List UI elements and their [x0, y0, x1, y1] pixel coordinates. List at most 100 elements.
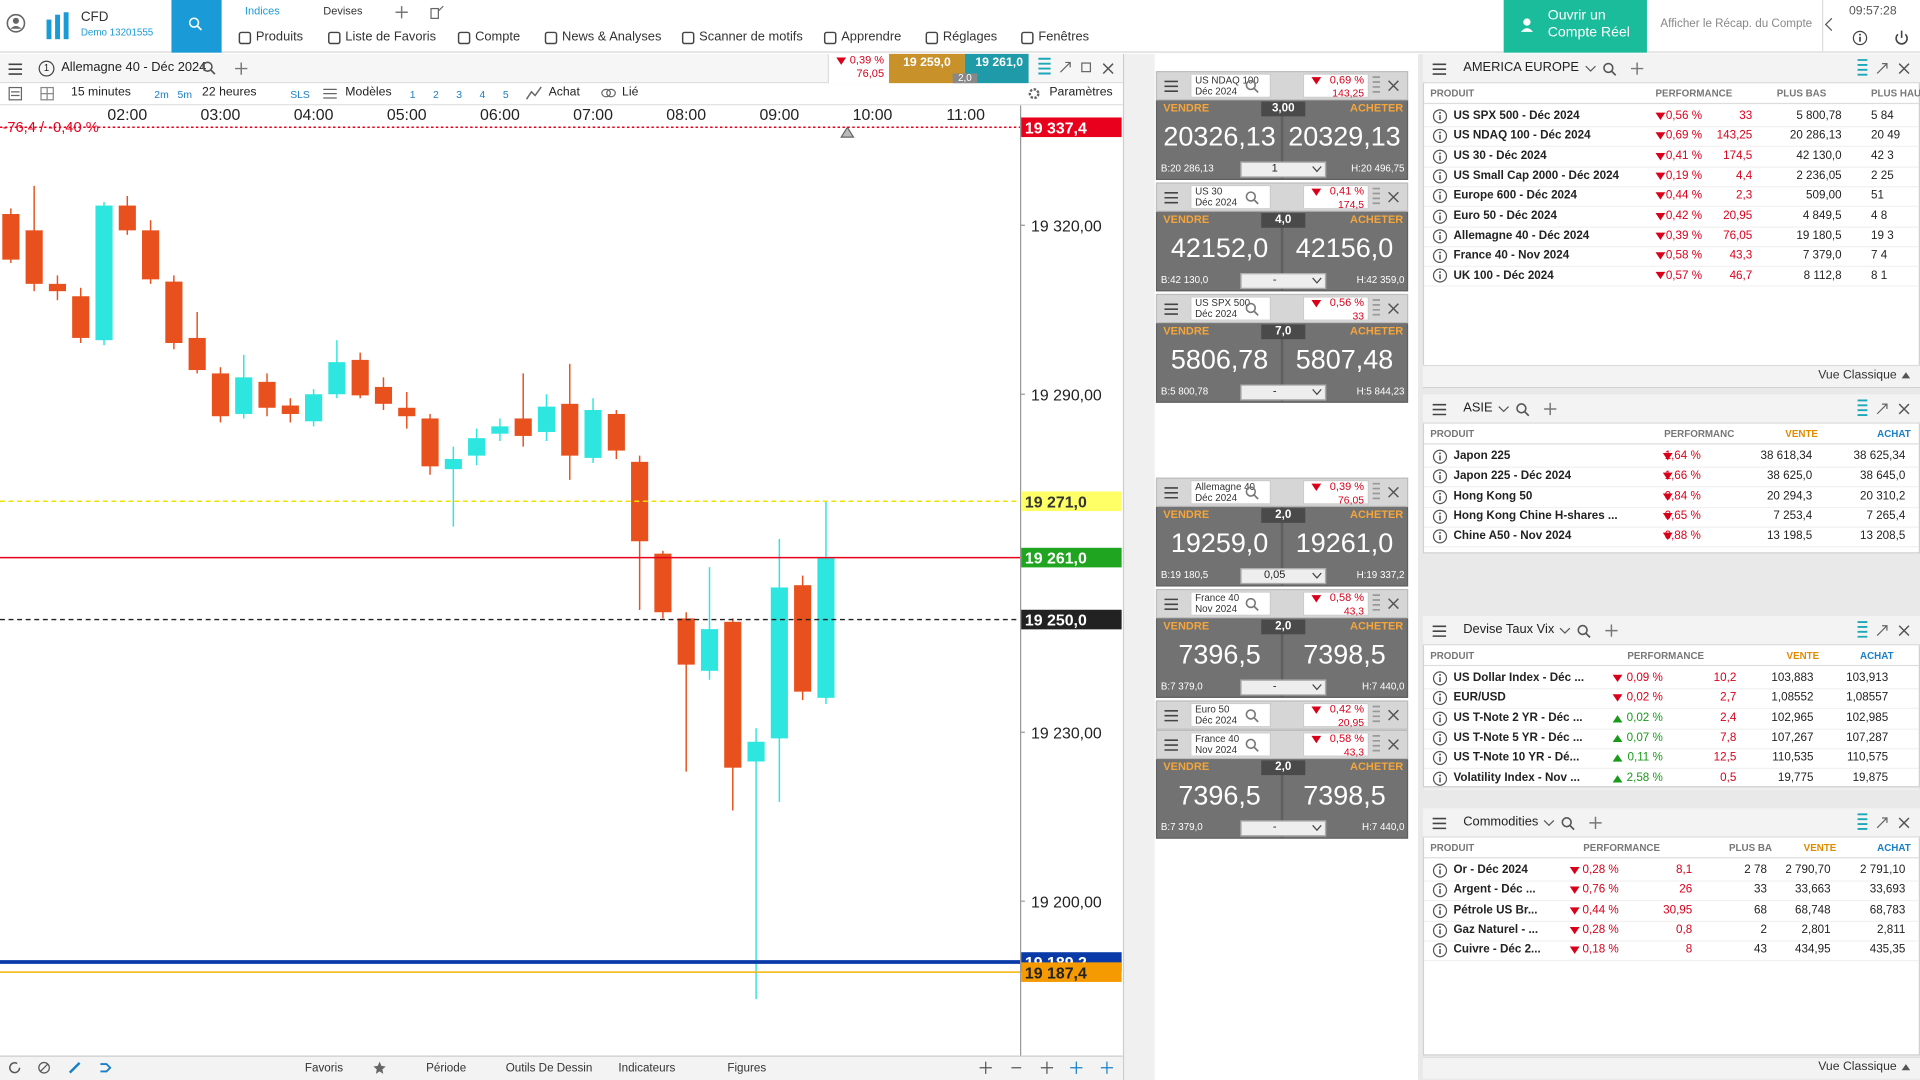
tile-quantity[interactable]: -: [1272, 384, 1277, 398]
column-header[interactable]: PRODUIT: [1430, 88, 1475, 100]
sls[interactable]: SLS: [290, 87, 310, 101]
open-account-text[interactable]: Ouvrir un Compte Réel: [1547, 8, 1630, 41]
info-icon[interactable]: [1432, 903, 1448, 918]
quantity-box[interactable]: [1240, 679, 1327, 696]
info-icon[interactable]: [1432, 189, 1448, 204]
info-icon[interactable]: [1432, 751, 1448, 766]
panel-chevron[interactable]: [1559, 627, 1571, 634]
panel-bars-icon[interactable]: [1857, 812, 1868, 834]
menu-item[interactable]: Apprendre: [841, 29, 902, 45]
chart-sell[interactable]: 19 259,0: [903, 56, 951, 70]
layout-number[interactable]: 3: [456, 87, 463, 101]
menu-icon[interactable]: [1164, 710, 1178, 722]
expand-icon[interactable]: [1876, 817, 1888, 829]
panel-title[interactable]: Devise Taux Vix: [1463, 622, 1555, 638]
info-icon[interactable]: [1432, 731, 1448, 746]
menu-icon[interactable]: [1164, 487, 1178, 499]
column-header[interactable]: PLUS BAS: [1776, 88, 1827, 100]
close-icon[interactable]: [1388, 739, 1399, 750]
search-icon[interactable]: [1245, 191, 1259, 205]
footer-caret[interactable]: [1901, 1064, 1911, 1071]
close-icon[interactable]: [1388, 598, 1399, 610]
tile-buy[interactable]: 42156,0: [1295, 233, 1394, 264]
menu-icon[interactable]: [8, 63, 23, 75]
search-icon[interactable]: [1245, 79, 1259, 94]
tile-buy[interactable]: 7398,5: [1303, 639, 1386, 671]
product-name[interactable]: Volatility Index - Nov ...: [1453, 770, 1580, 785]
list-icon[interactable]: [8, 86, 23, 101]
menu-icon[interactable]: [1164, 598, 1178, 610]
instrument-name[interactable]: Allemagne 40 - Déc 2024: [61, 60, 207, 76]
settings[interactable]: Paramètres: [1049, 85, 1113, 99]
menu-icon[interactable]: [1164, 739, 1178, 751]
search-icon[interactable]: [1245, 302, 1259, 316]
collapse-icon[interactable]: [1824, 17, 1833, 32]
quantity-chevron[interactable]: [1312, 824, 1322, 832]
panel-chevron[interactable]: [1498, 406, 1509, 413]
refresh-icon[interactable]: [9, 1062, 21, 1074]
column-header[interactable]: PERFORMANCE: [1583, 842, 1661, 854]
product-name[interactable]: Chine A50 - Nov 2024: [1453, 529, 1572, 543]
menu-item[interactable]: Fenêtres: [1038, 29, 1090, 45]
product-name[interactable]: Hong Kong Chine H-shares ...: [1453, 509, 1618, 523]
product-name[interactable]: EUR/USD: [1453, 691, 1506, 705]
search-icon[interactable]: [202, 61, 216, 75]
menu-item[interactable]: Réglages: [942, 29, 998, 45]
add-icon[interactable]: [1589, 816, 1602, 829]
range[interactable]: 22 heures: [202, 85, 257, 99]
panel-title[interactable]: AMERICA EUROPE: [1463, 60, 1580, 76]
tile-bars-icon[interactable]: [1372, 704, 1381, 726]
templates-icon[interactable]: [323, 87, 337, 100]
quantity-chevron[interactable]: [1312, 166, 1322, 173]
add-icon[interactable]: [1630, 62, 1643, 75]
tile-buy[interactable]: 7398,5: [1303, 780, 1386, 812]
menu-icon[interactable]: [1432, 625, 1447, 637]
quantity-box[interactable]: [1240, 273, 1327, 289]
settings-icon[interactable]: [1027, 87, 1040, 100]
product-name[interactable]: US Small Cap 2000 - Déc 2024: [1453, 168, 1620, 183]
product-name[interactable]: Hong Kong 50: [1453, 489, 1533, 503]
product-name[interactable]: Argent - Déc ...: [1453, 883, 1536, 897]
info-icon[interactable]: [1432, 711, 1448, 726]
linked[interactable]: Lié: [622, 85, 639, 99]
panel-title[interactable]: ASIE: [1463, 401, 1493, 416]
tile-bars-icon[interactable]: [1372, 733, 1381, 755]
close-icon[interactable]: [1388, 709, 1399, 721]
column-header[interactable]: PERFORMANC: [1664, 428, 1735, 440]
column-header[interactable]: PLUS BA: [1728, 842, 1772, 854]
power-icon[interactable]: [1894, 30, 1909, 46]
tile-quantity[interactable]: 1: [1271, 162, 1278, 175]
quantity-box[interactable]: [1240, 568, 1327, 585]
toolbar-button[interactable]: Favoris: [304, 1061, 344, 1076]
layout-number[interactable]: 2: [433, 87, 439, 101]
layout-number[interactable]: 4: [479, 87, 486, 101]
product-name[interactable]: Pétrole US Br...: [1453, 903, 1538, 917]
tile-quantity[interactable]: 0,05: [1263, 568, 1286, 581]
panel-chevron[interactable]: [1584, 65, 1596, 72]
tile-buy[interactable]: 20329,13: [1288, 121, 1401, 153]
search-icon[interactable]: [1245, 486, 1259, 500]
product-name[interactable]: US SPX 500 - Déc 2024: [1453, 109, 1580, 123]
account-summary[interactable]: Afficher le Récap. du Compte: [1660, 17, 1813, 31]
panel-footer-text[interactable]: Vue Classique: [1818, 1060, 1897, 1074]
info-icon[interactable]: [1432, 509, 1448, 524]
tile-sell[interactable]: 42152,0: [1170, 233, 1269, 264]
tile-bars-icon[interactable]: [1372, 481, 1381, 503]
product-name[interactable]: France 40 - Nov 2024: [1453, 248, 1570, 263]
tile-bars-icon[interactable]: [1372, 298, 1381, 320]
close-icon[interactable]: [1388, 80, 1399, 92]
info-icon[interactable]: [1432, 449, 1448, 464]
tile-quantity[interactable]: -: [1272, 273, 1277, 286]
tile-sell[interactable]: 7396,5: [1178, 639, 1261, 671]
sell-button[interactable]: [888, 53, 965, 84]
menu-item[interactable]: Scanner de motifs: [699, 29, 803, 45]
product-name[interactable]: US T-Note 10 YR - Dé...: [1453, 750, 1580, 765]
tile-sell[interactable]: 20326,13: [1163, 121, 1276, 153]
product-name[interactable]: Cuivre - Déc 2...: [1453, 943, 1541, 957]
menu-icon[interactable]: [1164, 80, 1178, 93]
panel-footer-text[interactable]: Vue Classique: [1818, 368, 1897, 382]
menu-item[interactable]: Produits: [255, 29, 304, 45]
info-icon[interactable]: [1432, 863, 1448, 878]
expand-icon[interactable]: [1876, 403, 1888, 415]
menu-icon[interactable]: [1432, 817, 1447, 830]
